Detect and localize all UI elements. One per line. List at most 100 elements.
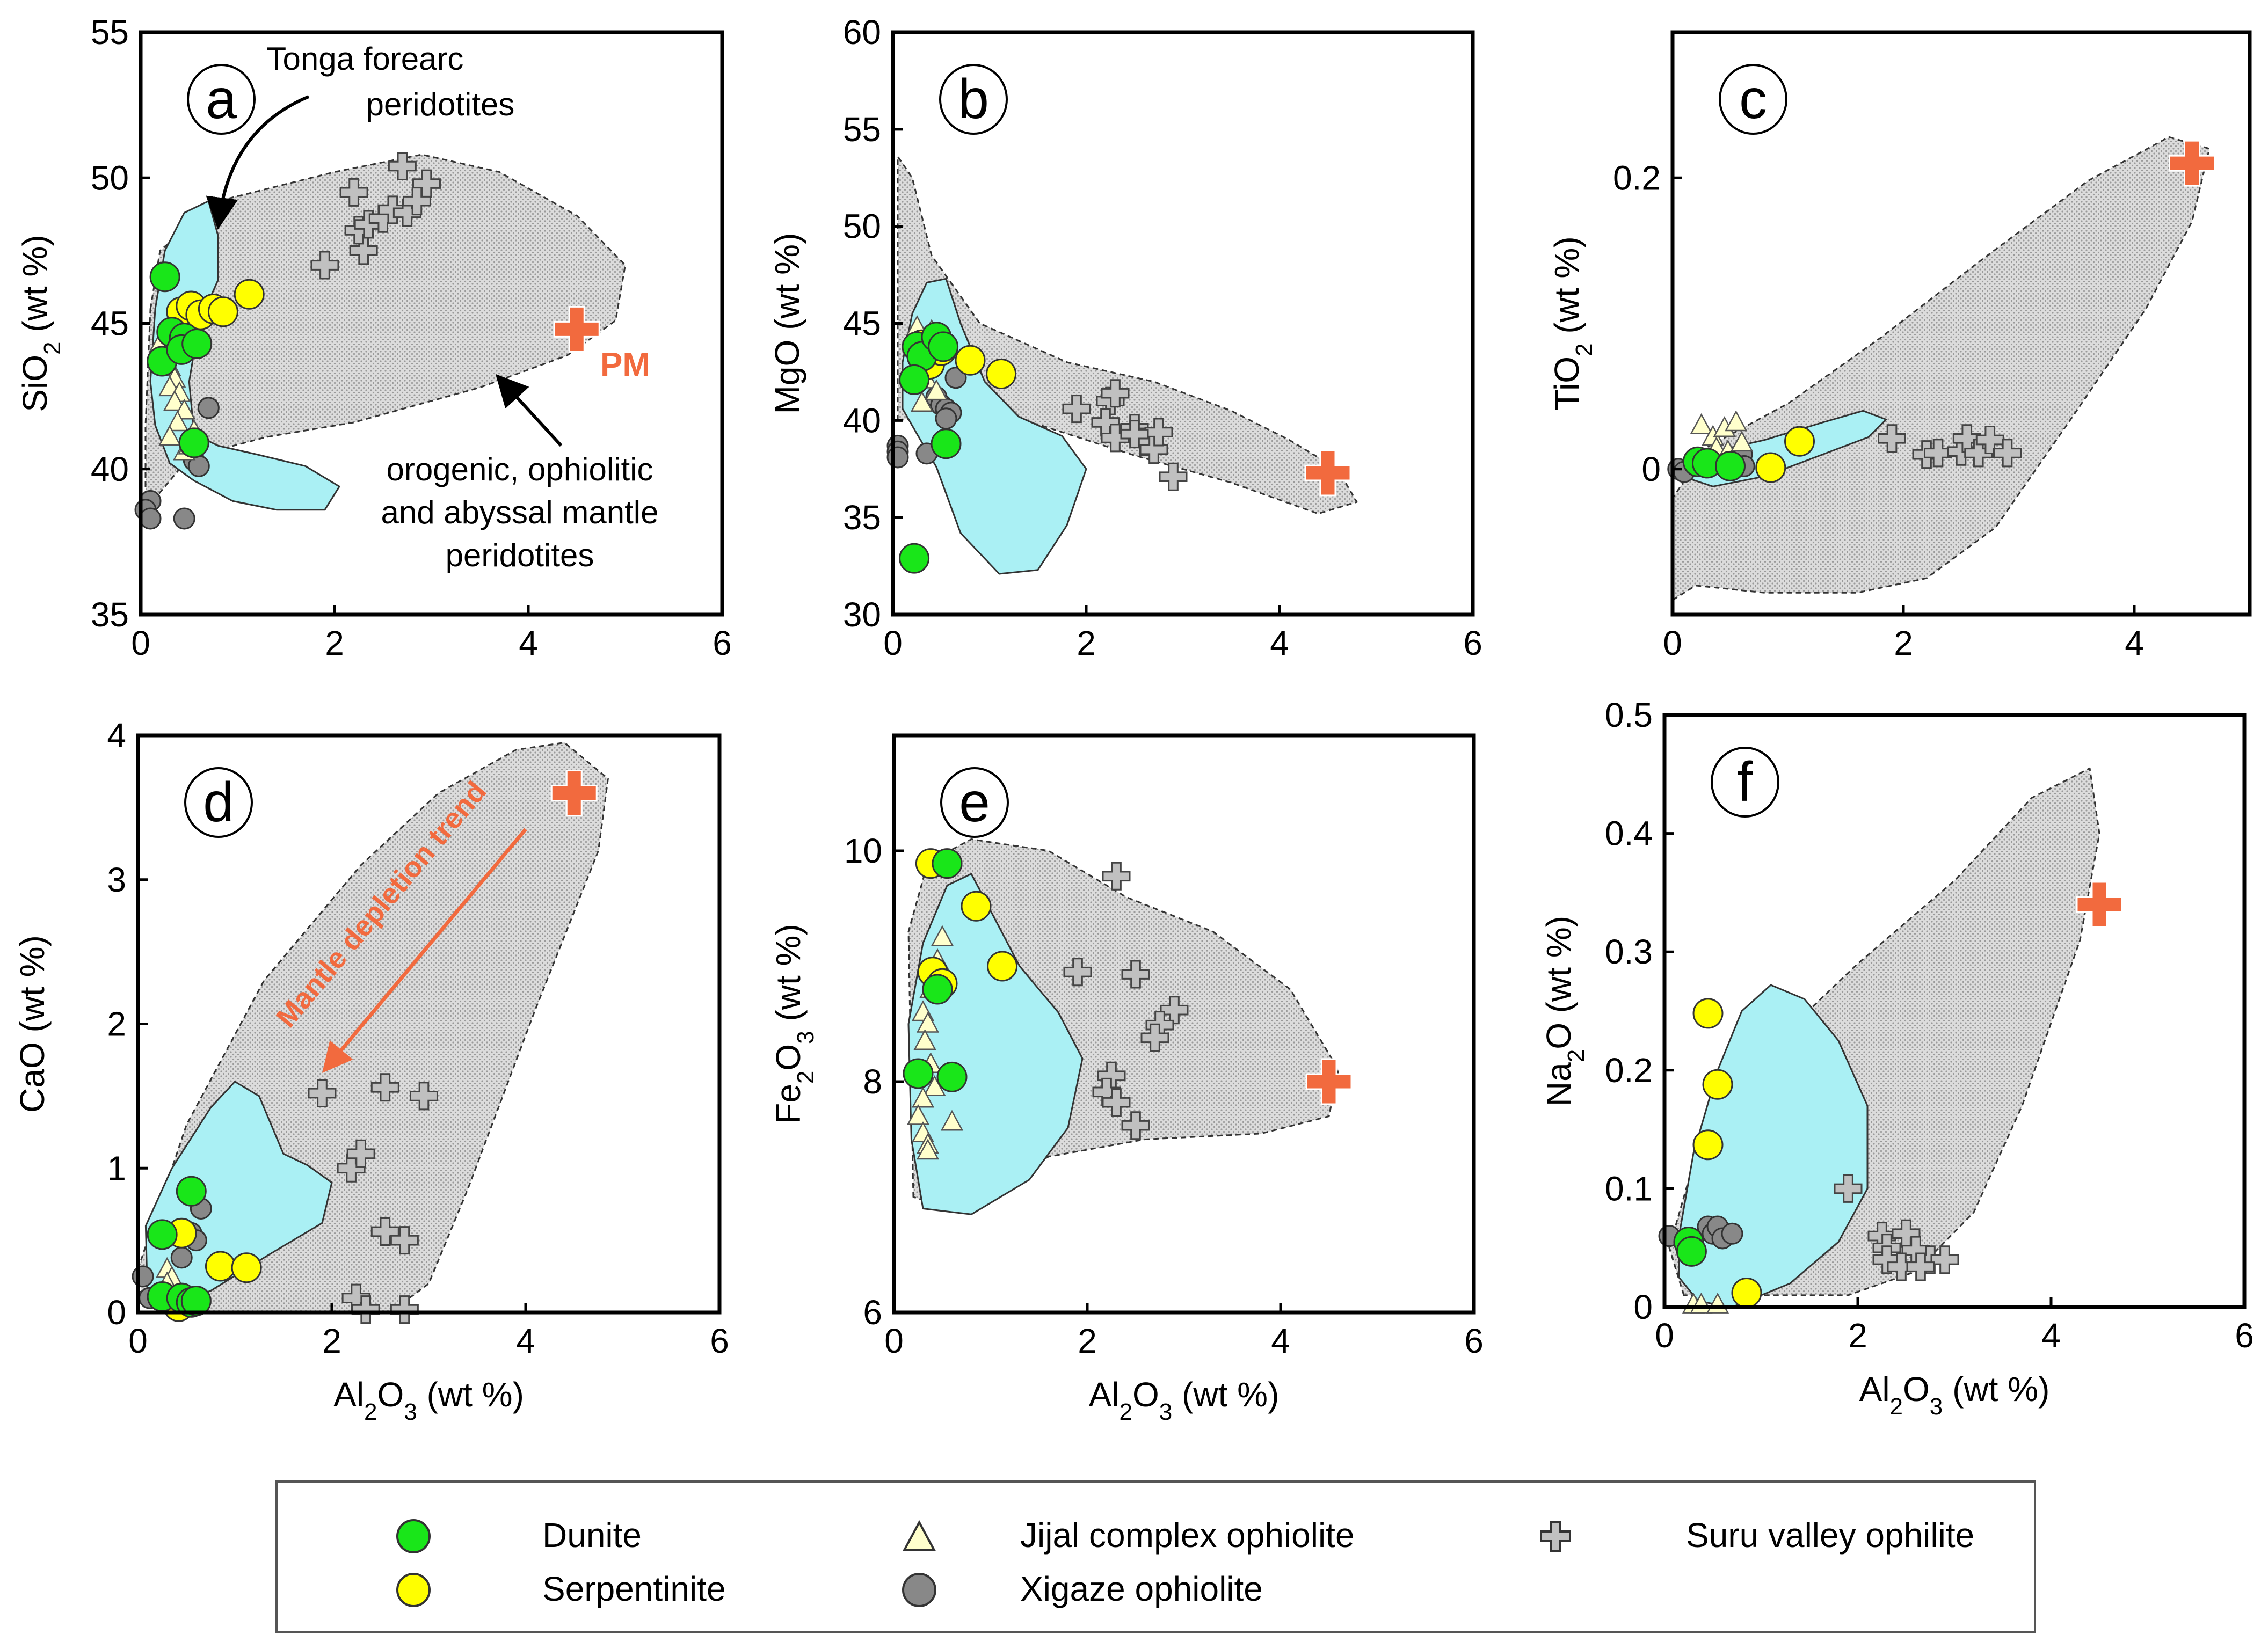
legend-jijal-label: Jijal complex ophiolite [1020, 1516, 1355, 1555]
legend-xigaze-label: Xigaze ophiolite [1020, 1570, 1263, 1608]
suru-point [388, 152, 417, 181]
y-tick-label: 60 [843, 13, 881, 52]
x-tick-label: 4 [1271, 1322, 1290, 1360]
y-tick-label: 40 [91, 450, 129, 488]
serpentinite-point [1755, 452, 1786, 483]
plot-frame [1670, 30, 2252, 617]
pm-point [1304, 449, 1351, 497]
global-arrow [495, 374, 563, 447]
plot-frame [1662, 713, 2247, 1309]
legend: Dunite Serpentinite Jijal complex ophiol… [275, 1480, 2036, 1633]
suru-point [1121, 1111, 1150, 1140]
y-tick-label: 30 [843, 595, 881, 634]
pm-point [2076, 881, 2123, 928]
y-tick-label: 0 [107, 1293, 126, 1332]
suru-point [1930, 1245, 1959, 1274]
suru-point [1063, 958, 1092, 987]
y-axis-label: MgO (wt %) [768, 233, 806, 414]
jijal-point [166, 410, 189, 432]
x-tick-label: 4 [2125, 624, 2144, 662]
jijal-point [1690, 413, 1713, 434]
panel-letter-circle [1719, 64, 1787, 135]
y-axis-label: TiO2 (wt %) [1547, 236, 1597, 410]
panel-letter-circle [187, 64, 256, 135]
serpentinite-point [207, 296, 238, 327]
dunite-point [928, 331, 959, 362]
suru-point [1906, 1252, 1935, 1281]
x-tick-label: 0 [131, 624, 150, 662]
suru-point [390, 1295, 419, 1324]
dunite-point [931, 428, 962, 459]
panel-a: 0 2 4 6 35 40 45 50 55 SiO2 (wt %) a [16, 13, 732, 662]
panel-letter-circle [1711, 747, 1779, 818]
legend-serpentinite-label: Serpentinite [542, 1570, 726, 1608]
dunite-point [1715, 450, 1746, 481]
suru-point [378, 195, 407, 224]
plot-frame [892, 733, 1476, 1315]
x-tick-label: 4 [516, 1322, 535, 1360]
y-tick-label: 3 [107, 860, 126, 899]
xigaze-point [886, 446, 909, 469]
xigaze-point [197, 397, 220, 419]
suru-point [1144, 418, 1173, 447]
global-label-line2: and abyssal mantle [381, 494, 659, 530]
jijal-point [916, 1011, 940, 1033]
suru-point [409, 1082, 438, 1111]
panel-b: 0 2 4 6 30 35 40 45 50 55 60 MgO (wt %) b [768, 13, 1482, 662]
jijal-point [911, 1086, 935, 1108]
suru-point [310, 251, 339, 280]
jijal-point [158, 425, 181, 446]
suru-point [1140, 1023, 1169, 1052]
panel-f: 0 2 4 6 0 0.1 0.2 0.3 0.4 0.5 Na2O (wt %) Al2O3 (wt… [1539, 696, 2254, 1420]
suru-point [351, 1295, 380, 1324]
y-tick-label: 45 [843, 304, 881, 343]
panel-letter: e [959, 771, 990, 834]
legend-box [275, 1480, 2036, 1633]
legend-dunite-marker [396, 1519, 431, 1553]
suru-point [1062, 395, 1091, 424]
x-tick-label: 2 [1078, 1322, 1097, 1360]
y-tick-label: 0.2 [1613, 158, 1661, 197]
legend-jijal-marker [902, 1520, 936, 1551]
jijal-point [925, 379, 948, 400]
dunite-point [936, 1061, 968, 1092]
jijal-point [940, 1110, 964, 1131]
y-tick-label: 0.5 [1605, 696, 1653, 734]
panel-letter: a [206, 68, 237, 130]
y-tick-label: 8 [863, 1062, 882, 1101]
x-tick-label: 2 [1848, 1316, 1867, 1355]
serpentinite-point [205, 1251, 236, 1282]
suru-point [370, 1217, 399, 1246]
suru-point [1993, 439, 2022, 468]
panel-letter-circle [940, 767, 1009, 838]
jijal-point [1725, 410, 1748, 432]
dunite-point [932, 848, 963, 879]
jijal-point [910, 391, 934, 412]
pm-label: PM [600, 346, 650, 383]
y-tick-label: 55 [91, 13, 129, 52]
y-tick-label: 0 [1633, 1288, 1653, 1326]
dunite-point [899, 543, 930, 574]
serpentinite-point [961, 891, 992, 922]
legend-suru-label: Suru valley ophilite [1686, 1516, 1974, 1555]
x-tick-label: 6 [1463, 624, 1482, 662]
suru-point [370, 1073, 399, 1102]
serpentinite-point [955, 345, 986, 376]
pm-point [553, 305, 600, 353]
suru-point [402, 187, 431, 216]
xigaze-point [935, 407, 957, 430]
suru-point [1102, 1088, 1131, 1117]
suru-point [1964, 439, 1993, 468]
x-tick-label: 2 [325, 624, 344, 662]
tonga-label-line1: Tonga forearc [267, 41, 464, 77]
dunite-point [180, 1286, 212, 1316]
xigaze-point [170, 1246, 193, 1269]
suru-point [346, 1139, 375, 1168]
suru-point [1878, 424, 1906, 453]
dunite-point [178, 427, 209, 458]
pm-point [550, 770, 598, 816]
dunite-point [176, 1176, 207, 1207]
suru-point [308, 1079, 337, 1107]
dunite-point [149, 261, 180, 293]
tonga-arrow [206, 95, 310, 230]
